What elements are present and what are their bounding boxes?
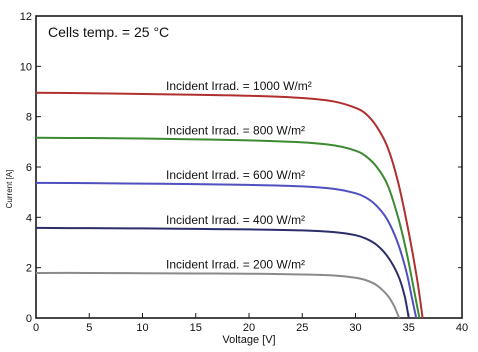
series-label-2: Incident Irrad. = 600 W/m² <box>166 168 305 182</box>
x-tick-label: 25 <box>296 322 308 334</box>
y-tick-label: 8 <box>26 112 32 124</box>
y-tick-label: 4 <box>26 212 32 224</box>
series-line-0 <box>35 91 424 319</box>
y-axis-label: Current [A] <box>5 170 14 209</box>
series-label-3: Incident Irrad. = 400 W/m² <box>166 213 305 227</box>
cell-temperature-note: Cells temp. = 25 °C <box>48 24 169 40</box>
x-tick-label: 30 <box>349 322 361 334</box>
series-label-0: Incident Irrad. = 1000 W/m² <box>166 79 312 93</box>
x-axis-label: Voltage [V] <box>222 334 275 346</box>
y-tick-label: 12 <box>20 11 32 23</box>
x-tick-label: 20 <box>243 322 255 334</box>
series-label-4: Incident Irrad. = 200 W/m² <box>166 257 305 271</box>
x-tick-label: 15 <box>190 322 202 334</box>
x-tick-label: 35 <box>403 322 415 334</box>
y-tick-label: 6 <box>26 162 32 174</box>
y-tick-label: 0 <box>26 313 32 325</box>
series-line-1 <box>35 136 421 319</box>
x-tick-label: 40 <box>456 322 468 334</box>
y-tick-label: 10 <box>20 61 32 73</box>
x-tick-label: 0 <box>33 322 39 334</box>
y-tick-label: 2 <box>26 263 32 275</box>
series-line-4 <box>35 271 401 319</box>
x-tick-label: 5 <box>86 322 92 334</box>
x-tick-label: 10 <box>136 322 148 334</box>
series-line-2 <box>35 181 418 319</box>
series-label-1: Incident Irrad. = 800 W/m² <box>166 123 305 137</box>
series-line-3 <box>35 226 410 319</box>
